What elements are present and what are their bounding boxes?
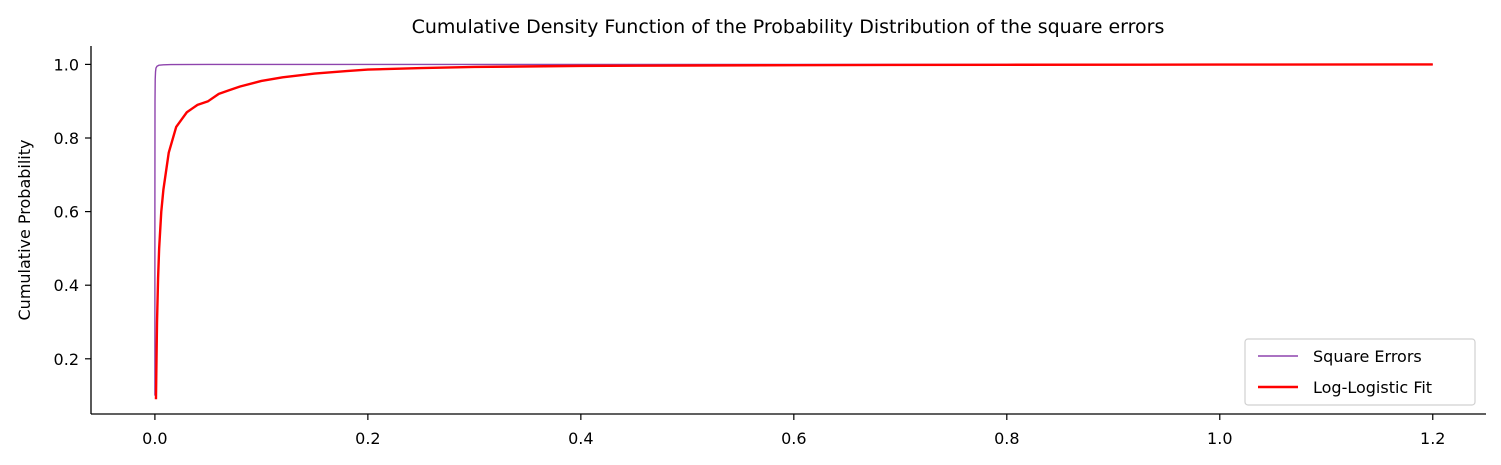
- x-ticks: 0.0 0.2 0.4 0.6 0.8 1.0 1.2: [142, 414, 1445, 448]
- y-tick-label: 0.2: [54, 350, 79, 369]
- y-tick-label: 0.4: [54, 276, 79, 295]
- y-tick-label: 0.8: [54, 129, 79, 148]
- x-tick-label: 0.0: [142, 429, 167, 448]
- x-tick-label: 0.4: [568, 429, 593, 448]
- y-tick-label: 1.0: [54, 55, 79, 74]
- x-tick-label: 0.6: [781, 429, 806, 448]
- series-line-1: [154, 63, 1433, 400]
- y-ticks: 0.2 0.4 0.6 0.8 1.0: [54, 55, 91, 369]
- legend-frame: [1244, 338, 1476, 406]
- plot-area: [154, 63, 1433, 400]
- legend: Square Errors Log-Logistic Fit: [1244, 338, 1476, 406]
- x-tick-label: 0.8: [994, 429, 1019, 448]
- y-axis-title: Cumulative Probability: [15, 140, 34, 321]
- x-tick-label: 0.2: [355, 429, 380, 448]
- x-tick-label: 1.0: [1207, 429, 1232, 448]
- series-line-0: [154, 63, 1433, 396]
- x-tick-label: 1.2: [1420, 429, 1445, 448]
- legend-label: Square Errors: [1313, 347, 1422, 366]
- legend-label: Log-Logistic Fit: [1313, 378, 1432, 397]
- chart-title: Cumulative Density Function of the Proba…: [412, 16, 1165, 38]
- legend-items: Square Errors Log-Logistic Fit: [1258, 347, 1432, 397]
- y-tick-label: 0.6: [54, 203, 79, 222]
